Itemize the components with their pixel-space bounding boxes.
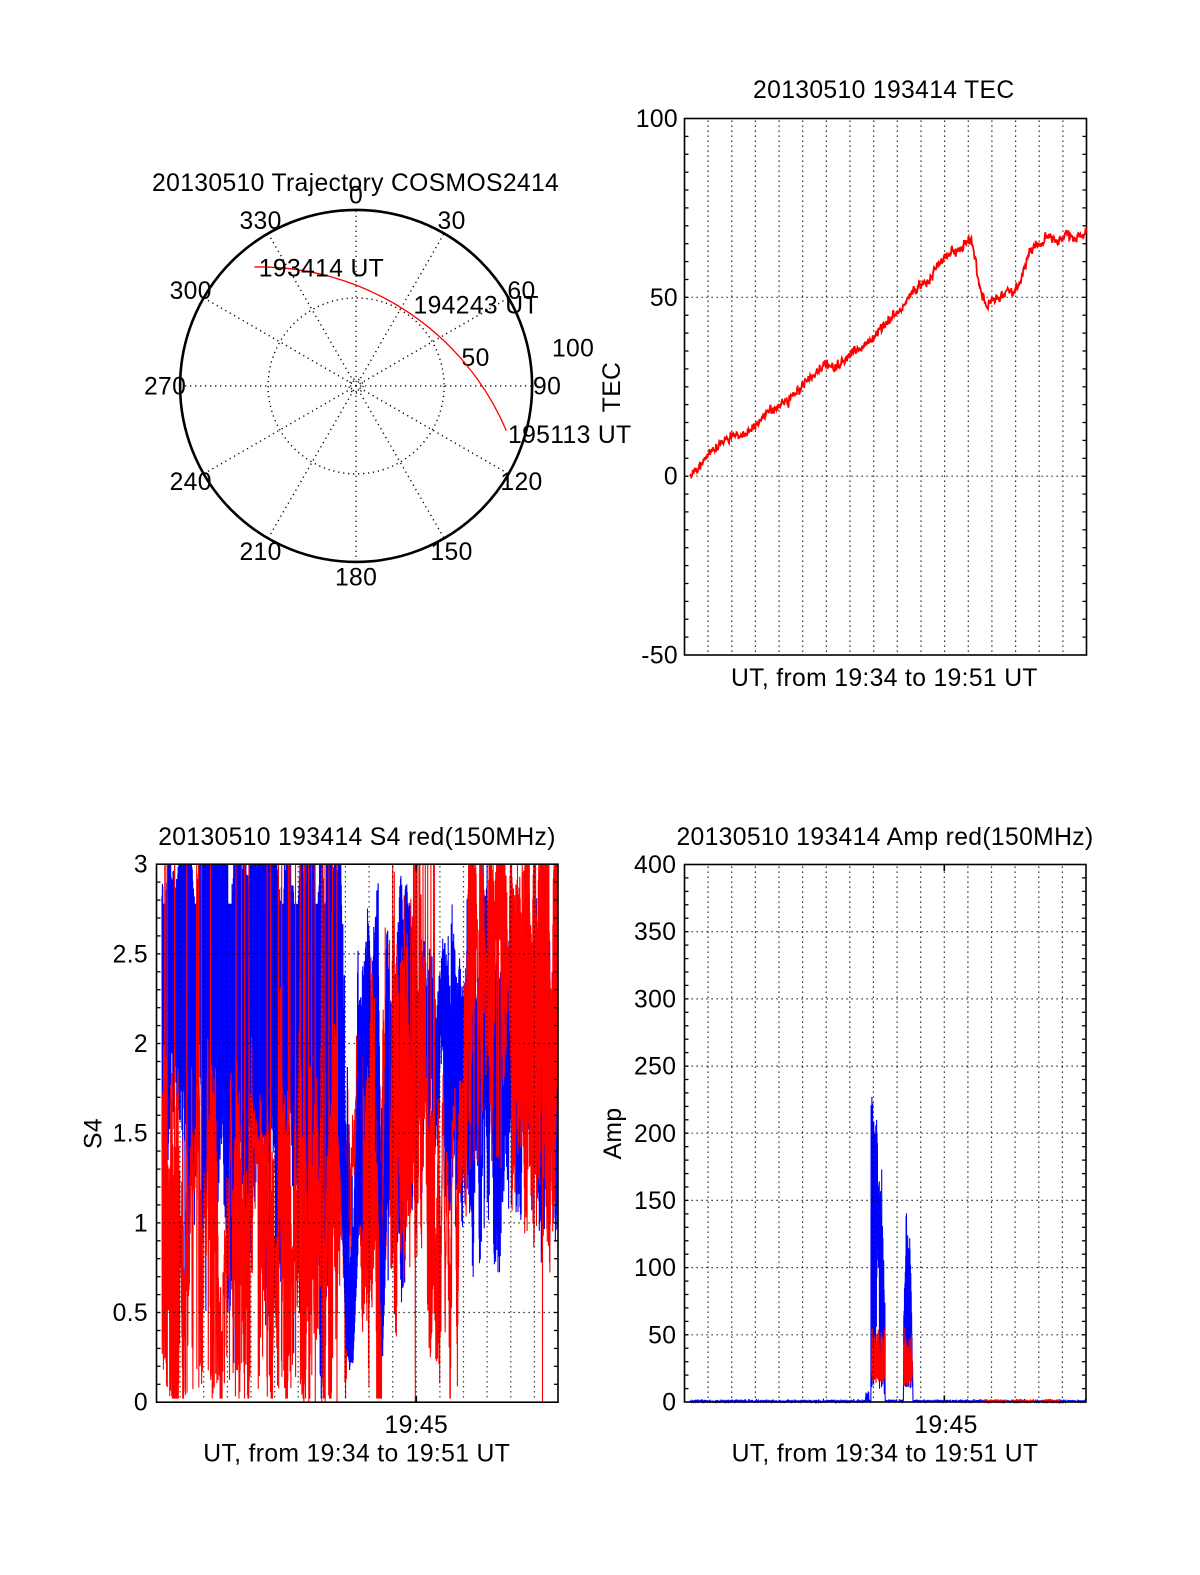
svg-text:20130510 193414 Amp red(150MHz: 20130510 193414 Amp red(150MHz) [676,824,1093,851]
svg-text:90: 90 [533,373,561,400]
svg-text:200: 200 [634,1121,676,1148]
svg-text:Amp: Amp [600,1108,627,1160]
svg-text:240: 240 [170,469,212,496]
svg-text:250: 250 [634,1054,676,1081]
svg-text:270: 270 [144,373,186,400]
svg-text:50: 50 [648,1322,676,1349]
svg-text:1.5: 1.5 [113,1121,148,1148]
svg-text:0: 0 [349,182,363,209]
svg-text:S4: S4 [81,1118,108,1149]
svg-text:20130510 193414 S4 red(150MHz): 20130510 193414 S4 red(150MHz) [158,824,556,851]
svg-text:100: 100 [552,335,594,362]
svg-text:60: 60 [507,278,535,305]
svg-text:300: 300 [634,986,676,1013]
svg-text:194243 UT: 194243 UT [414,293,539,320]
svg-text:20130510 Trajectory COSMOS2414: 20130510 Trajectory COSMOS2414 [152,170,559,197]
svg-text:150: 150 [430,539,472,566]
svg-text:180: 180 [335,564,377,591]
svg-text:0: 0 [134,1390,148,1417]
svg-text:19:45: 19:45 [385,1412,449,1439]
svg-text:UT, from 19:34 to 19:51 UT: UT, from 19:34 to 19:51 UT [203,1441,510,1468]
svg-text:0: 0 [664,464,678,491]
svg-text:195113 UT: 195113 UT [508,422,631,449]
svg-text:330: 330 [239,208,281,235]
svg-text:1: 1 [134,1210,148,1237]
svg-text:TEC: TEC [599,362,626,412]
svg-text:UT, from 19:34 to 19:51 UT: UT, from 19:34 to 19:51 UT [731,665,1038,692]
svg-text:100: 100 [636,106,678,133]
svg-text:120: 120 [500,469,542,496]
svg-text:3: 3 [134,852,148,879]
svg-text:350: 350 [634,919,676,946]
svg-text:-50: -50 [641,643,678,670]
svg-text:150: 150 [634,1188,676,1215]
svg-text:50: 50 [462,345,490,372]
svg-text:0: 0 [662,1390,676,1417]
svg-text:2.5: 2.5 [113,941,148,968]
svg-text:2: 2 [134,1031,148,1058]
svg-text:20130510 193414 TEC: 20130510 193414 TEC [753,77,1015,104]
svg-text:0.5: 0.5 [113,1300,148,1327]
svg-text:100: 100 [634,1255,676,1282]
svg-text:30: 30 [438,208,466,235]
svg-text:400: 400 [634,852,676,879]
svg-text:19:45: 19:45 [914,1412,978,1439]
svg-text:UT, from 19:34 to 19:51 UT: UT, from 19:34 to 19:51 UT [732,1441,1039,1468]
svg-text:193414 UT: 193414 UT [259,255,384,282]
svg-text:300: 300 [170,278,212,305]
svg-text:210: 210 [239,539,281,566]
svg-text:50: 50 [650,285,678,312]
